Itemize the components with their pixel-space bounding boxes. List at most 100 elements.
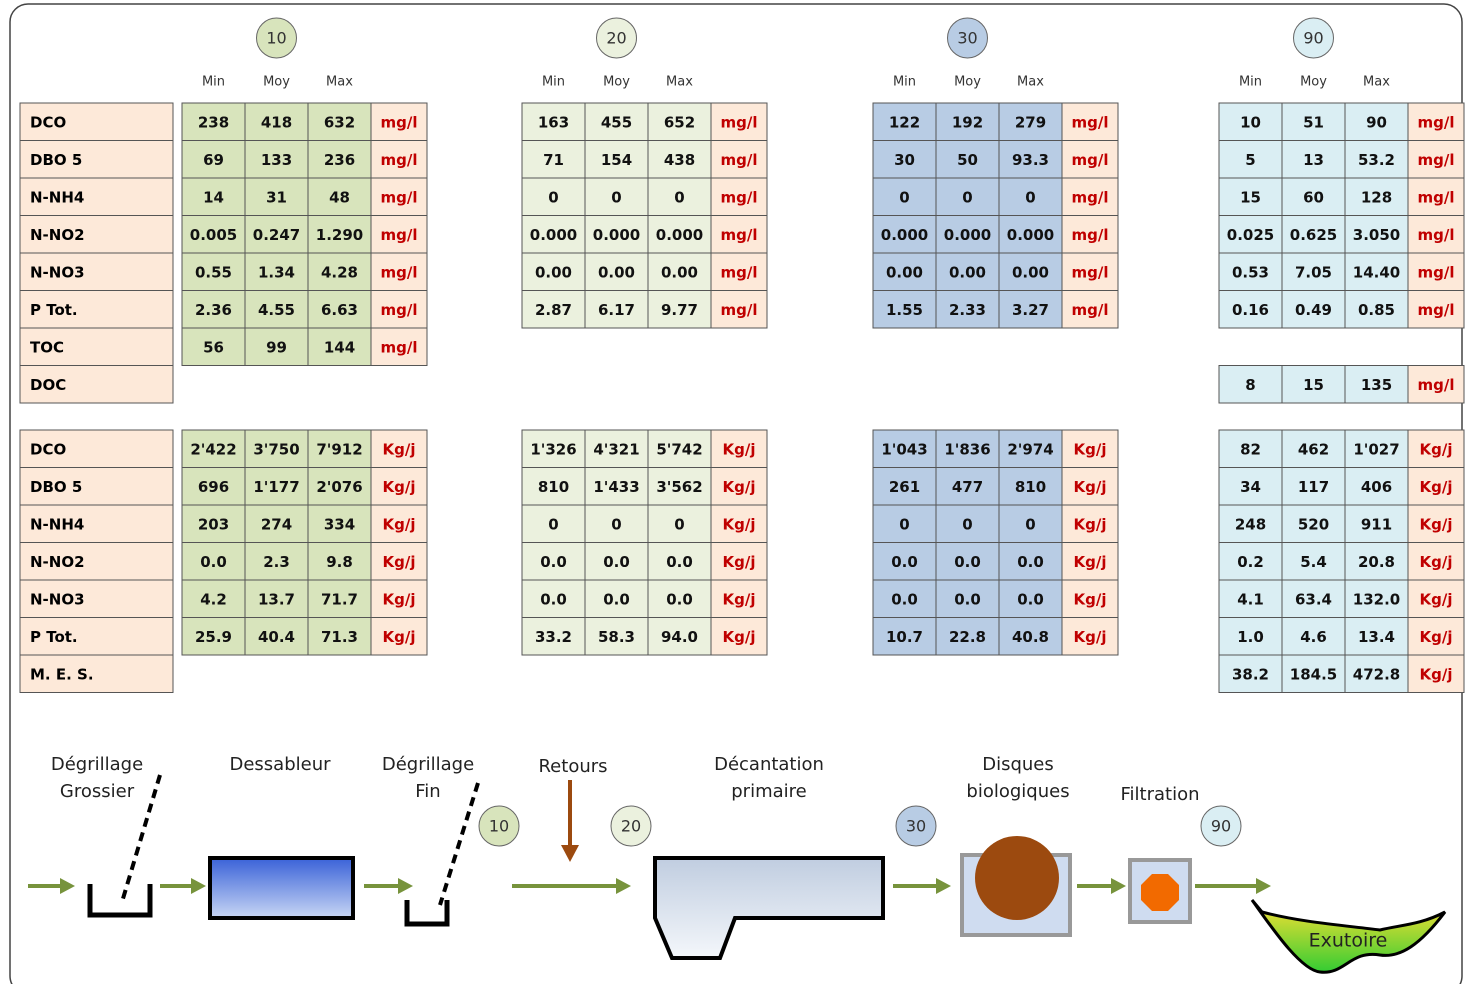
value: 63.4	[1295, 590, 1332, 608]
unit-cell	[1061, 252, 1119, 291]
unit-cell	[710, 617, 768, 656]
value-cell	[244, 290, 309, 329]
screen-bars	[438, 782, 480, 906]
value: 132.0	[1353, 590, 1400, 608]
value-cell	[647, 542, 712, 581]
value-cell	[1344, 654, 1409, 693]
value: 0.0	[666, 590, 693, 608]
value-cell	[244, 429, 309, 468]
value: 5	[1245, 151, 1255, 169]
value: 163	[538, 113, 569, 131]
unit-cell	[1061, 140, 1119, 179]
unit-cell	[1061, 177, 1119, 216]
value: 0.0	[1017, 553, 1044, 571]
value-cell	[307, 140, 372, 179]
station-badge	[256, 17, 297, 59]
value: 192	[952, 113, 983, 131]
value-cell	[181, 429, 246, 468]
value: 69	[203, 151, 224, 169]
unit-cell	[370, 467, 428, 506]
row-label-cell	[19, 654, 174, 693]
value-cell	[872, 429, 937, 468]
value: 48	[329, 188, 350, 206]
value: 1.0	[1237, 628, 1264, 646]
outlet-label: Exutoire	[1309, 930, 1388, 952]
unit: mg/l	[1418, 151, 1455, 169]
value-cell	[521, 504, 586, 543]
value: 1'043	[881, 440, 927, 458]
unit: mg/l	[1418, 113, 1455, 131]
value: 53.2	[1358, 151, 1395, 169]
value-cell	[1218, 290, 1283, 329]
unit-cell	[710, 429, 768, 468]
value: 90	[1366, 113, 1387, 131]
value: 2.33	[949, 301, 986, 319]
value-cell	[244, 542, 309, 581]
value-cell	[307, 102, 372, 141]
unit: Kg/j	[723, 440, 756, 458]
unit-cell	[1407, 654, 1465, 693]
value: 7.05	[1295, 263, 1332, 281]
screen-bars	[120, 774, 162, 903]
value-cell	[935, 140, 1000, 179]
value: 9.77	[661, 301, 698, 319]
value: 0	[611, 188, 621, 206]
unit: Kg/j	[383, 553, 416, 571]
value: 154	[601, 151, 632, 169]
station-badge	[610, 805, 652, 847]
value-cell	[1281, 102, 1346, 141]
value-cell	[1344, 617, 1409, 656]
value-cell	[521, 467, 586, 506]
value-cell	[998, 579, 1063, 618]
value: 0.0	[603, 590, 630, 608]
value-cell	[181, 579, 246, 618]
value: 0.00	[661, 263, 698, 281]
value: 1'326	[530, 440, 576, 458]
value-cell	[1344, 290, 1409, 329]
column-header: Min	[542, 75, 565, 90]
value: 1'177	[253, 478, 299, 496]
value-cell	[521, 102, 586, 141]
value: 184.5	[1290, 665, 1337, 683]
unit-cell	[1407, 504, 1465, 543]
value: 10.7	[886, 628, 923, 646]
tables: DCO DBO 5 N-NH4 N-NO2 N-NO3 P Tot. TOC DOC DCO DB…	[19, 17, 1465, 693]
value: 4.2	[200, 590, 227, 608]
value: 82	[1240, 440, 1261, 458]
value: 0.000	[530, 226, 577, 244]
value-cell	[998, 542, 1063, 581]
process-label: primaire	[731, 781, 806, 802]
row-label: TOC	[30, 338, 64, 356]
unit-cell	[370, 429, 428, 468]
value-cell	[244, 617, 309, 656]
value-cell	[181, 327, 246, 366]
unit-cell	[1407, 177, 1465, 216]
column-header: Min	[893, 75, 916, 90]
station-badge	[478, 805, 520, 847]
column-header: Max	[1363, 75, 1390, 90]
value: 2'974	[1007, 440, 1053, 458]
value-cell	[998, 467, 1063, 506]
value-cell	[998, 140, 1063, 179]
value-cell	[872, 504, 937, 543]
value: 2.87	[535, 301, 572, 319]
column-header: Moy	[1300, 75, 1327, 90]
value: 0	[674, 515, 684, 533]
value-cell	[584, 102, 649, 141]
value: 122	[889, 113, 920, 131]
value: 33.2	[535, 628, 572, 646]
value: 0	[899, 188, 909, 206]
value: 0	[548, 188, 558, 206]
process-label: biologiques	[966, 781, 1069, 802]
unit: mg/l	[721, 226, 758, 244]
row-label: N-NO2	[30, 553, 85, 571]
unit: mg/l	[1418, 301, 1455, 319]
unit: Kg/j	[383, 628, 416, 646]
value: 15	[1240, 188, 1261, 206]
column-header: Moy	[263, 75, 290, 90]
bio-disk	[975, 836, 1059, 920]
unit-cell	[1061, 290, 1119, 329]
value-cell	[935, 102, 1000, 141]
value-cell	[647, 140, 712, 179]
value: 0.025	[1227, 226, 1274, 244]
